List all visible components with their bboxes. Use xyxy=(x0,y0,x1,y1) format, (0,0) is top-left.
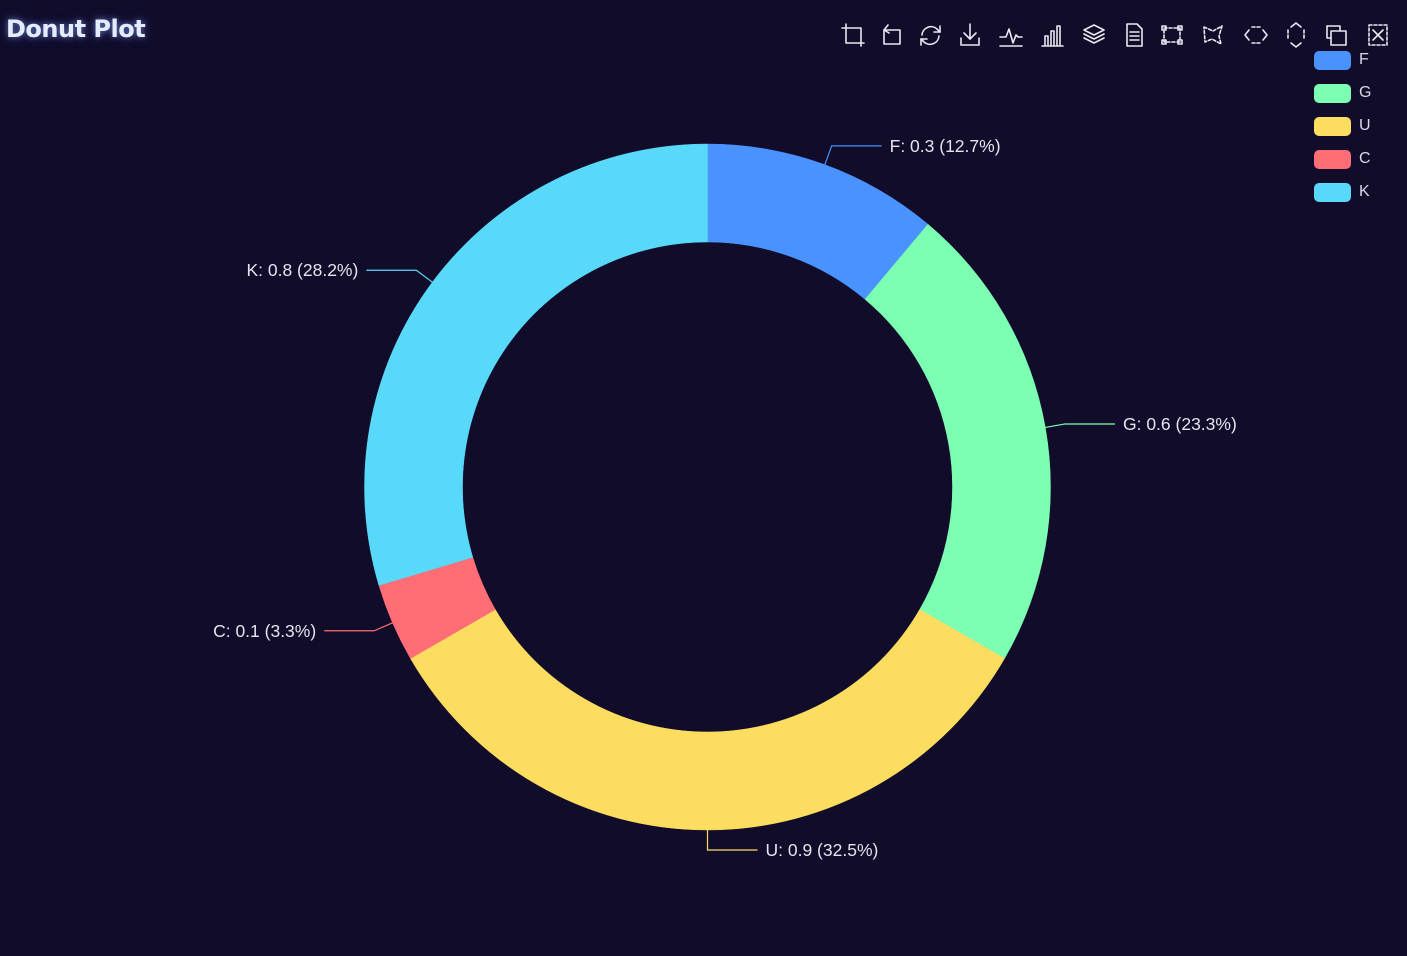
leader-line-u xyxy=(706,830,758,851)
line-chart-icon xyxy=(999,28,1023,47)
legend-swatch xyxy=(1314,117,1351,136)
stack-icon xyxy=(1083,24,1105,44)
brush-rect-button[interactable] xyxy=(1156,18,1188,52)
brush-line-y-button[interactable] xyxy=(1280,18,1312,52)
line-chart-button[interactable] xyxy=(995,18,1027,52)
legend-swatch xyxy=(1314,84,1351,103)
zoom-reset-button[interactable] xyxy=(875,18,907,52)
brush-keep-button[interactable] xyxy=(1320,18,1352,52)
slice-k[interactable] xyxy=(364,143,708,586)
legend-label: U xyxy=(1359,117,1371,134)
legend-swatch xyxy=(1314,51,1351,70)
brush-line-x-button[interactable] xyxy=(1240,18,1272,52)
leader-line-c xyxy=(324,622,393,632)
legend-label: C xyxy=(1359,150,1371,167)
bar-chart-button[interactable] xyxy=(1036,18,1068,52)
brush-clear-icon xyxy=(1368,24,1388,46)
save-image-icon xyxy=(960,23,980,46)
slice-labels: F: 0.3 (12.7%) G: 0.6 (23.3%) U: 0.9 (32.5… xyxy=(213,136,1237,860)
chart-title: Donut Plot xyxy=(6,15,146,43)
legend-label: G xyxy=(1359,84,1372,101)
brush-rect-icon xyxy=(1161,25,1183,45)
zoom-reset-icon xyxy=(883,24,901,45)
data-view-button[interactable] xyxy=(1118,18,1150,52)
legend-item-u[interactable]: U xyxy=(1314,115,1404,137)
legend-swatch xyxy=(1314,150,1351,169)
legend-item-k[interactable]: K xyxy=(1314,181,1404,203)
brush-line-y-icon xyxy=(1287,22,1305,48)
slice-label-g: G: 0.6 (23.3%) xyxy=(1123,414,1237,434)
brush-keep-icon xyxy=(1326,25,1347,46)
brush-polygon-button[interactable] xyxy=(1197,18,1229,52)
legend-item-c[interactable]: C xyxy=(1314,148,1404,170)
save-image-button[interactable] xyxy=(954,18,986,52)
zoom-select-icon xyxy=(841,23,865,47)
brush-line-x-icon xyxy=(1244,26,1268,44)
brush-polygon-icon xyxy=(1203,25,1223,45)
leader-line-f xyxy=(824,145,882,165)
donut-slices xyxy=(364,143,1051,831)
legend-item-f[interactable]: F xyxy=(1314,49,1404,71)
slice-u[interactable] xyxy=(410,609,1005,831)
slice-g[interactable] xyxy=(864,223,1051,659)
slice-label-u: U: 0.9 (32.5%) xyxy=(766,840,879,860)
restore-icon xyxy=(920,25,941,46)
bar-chart-icon xyxy=(1041,25,1064,47)
leader-line-k xyxy=(366,269,433,283)
slice-label-f: F: 0.3 (12.7%) xyxy=(890,136,1001,156)
leader-line-g xyxy=(1045,423,1115,429)
toolbox xyxy=(832,18,1402,52)
legend-item-g[interactable]: G xyxy=(1314,82,1404,104)
legend-swatch xyxy=(1314,183,1351,202)
slice-label-c: C: 0.1 (3.3%) xyxy=(213,621,316,641)
data-view-icon xyxy=(1126,23,1143,47)
brush-clear-button[interactable] xyxy=(1362,18,1394,52)
legend-label: F xyxy=(1359,51,1369,68)
restore-button[interactable] xyxy=(914,18,946,52)
stack-button[interactable] xyxy=(1078,18,1110,52)
legend-label: K xyxy=(1359,183,1370,200)
label-leader-lines xyxy=(324,145,1115,851)
zoom-select-button[interactable] xyxy=(836,18,868,52)
slice-label-k: K: 0.8 (28.2%) xyxy=(246,260,358,280)
